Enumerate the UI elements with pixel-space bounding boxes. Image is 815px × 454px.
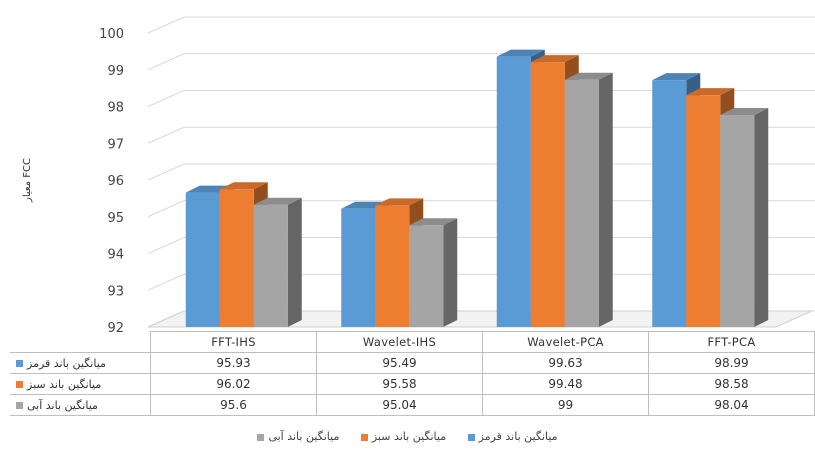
y-tick-label: 95	[107, 211, 124, 226]
gridline	[147, 16, 815, 34]
table-row-red: میانگین باند قرمز 95.93 95.49 99.63 98.9…	[10, 352, 815, 374]
grid-lines	[147, 16, 815, 328]
table-series-name-blue: میانگین باند آبی	[10, 394, 151, 416]
table-cell: 95.04	[316, 394, 483, 416]
table-series-name-red: میانگین باند قرمز	[10, 352, 151, 374]
table-row-green: میانگین باند سبز 96.02 95.58 99.48 98.58	[10, 373, 815, 395]
legend-item-blue: میانگین باند آبی	[257, 430, 339, 443]
table-cell: 98.99	[648, 352, 815, 374]
series-name-blue: میانگین باند آبی	[27, 398, 98, 412]
red-series-swatch	[16, 360, 23, 367]
legend-label-red: میانگین باند قرمز	[478, 430, 558, 443]
legend-swatch-green	[360, 433, 368, 441]
data-table-corner	[10, 331, 151, 353]
category-label-wavelet-ihs: Wavelet-IHS	[316, 331, 483, 353]
table-cell: 98.04	[648, 394, 815, 416]
category-label-wavelet-pca: Wavelet-PCA	[482, 331, 649, 353]
table-cell: 95.49	[316, 352, 483, 374]
table-row-blue: میانگین باند آبی 95.6 95.04 99 98.04	[10, 394, 815, 416]
y-axis-label: معیار FCC	[22, 158, 33, 203]
data-table-header-row: FFT-IHS Wavelet-IHS Wavelet-PCA FFT-PCA	[10, 331, 815, 353]
table-cell: 95.6	[150, 394, 317, 416]
legend-item-green: میانگین باند سبز	[360, 430, 447, 443]
bar	[564, 72, 613, 327]
series-name-red: میانگین باند قرمز	[27, 356, 106, 370]
category-label-fft-ihs: FFT-IHS	[150, 331, 317, 353]
category-label-fft-pca: FFT-PCA	[648, 331, 815, 353]
y-tick-label: 93	[107, 284, 124, 299]
table-cell: 99.63	[482, 352, 649, 374]
bar-series	[185, 49, 769, 328]
data-table: FFT-IHS Wavelet-IHS Wavelet-PCA FFT-PCA …	[10, 331, 815, 416]
gridline	[147, 53, 815, 71]
y-tick-label: 94	[107, 248, 124, 263]
table-cell: 99.48	[482, 373, 649, 395]
bar	[253, 197, 302, 327]
y-tick-label: 100	[99, 27, 124, 42]
legend-swatch-blue	[257, 433, 265, 441]
y-tick-label: 96	[107, 174, 124, 189]
table-cell: 99	[482, 394, 649, 416]
table-cell: 95.93	[150, 352, 317, 374]
legend-label-green: میانگین باند سبز	[371, 430, 447, 443]
table-series-name-green: میانگین باند سبز	[10, 373, 151, 395]
y-tick-label: 99	[107, 64, 124, 79]
bar	[409, 218, 458, 327]
table-cell: 96.02	[150, 373, 317, 395]
table-cell: 95.58	[316, 373, 483, 395]
chart-legend: میانگین باند آبی میانگین باند سبز میانگی…	[0, 430, 815, 443]
y-tick-label: 97	[107, 137, 124, 152]
legend-item-red: میانگین باند قرمز	[467, 430, 558, 443]
series-name-green: میانگین باند سبز	[27, 377, 102, 391]
table-cell: 98.58	[648, 373, 815, 395]
blue-series-swatch	[16, 402, 23, 409]
green-series-swatch	[16, 381, 23, 388]
y-tick-label: 98	[107, 101, 124, 116]
bar	[720, 108, 769, 327]
legend-label-blue: میانگین باند آبی	[268, 430, 340, 443]
legend-swatch-red	[467, 433, 475, 441]
